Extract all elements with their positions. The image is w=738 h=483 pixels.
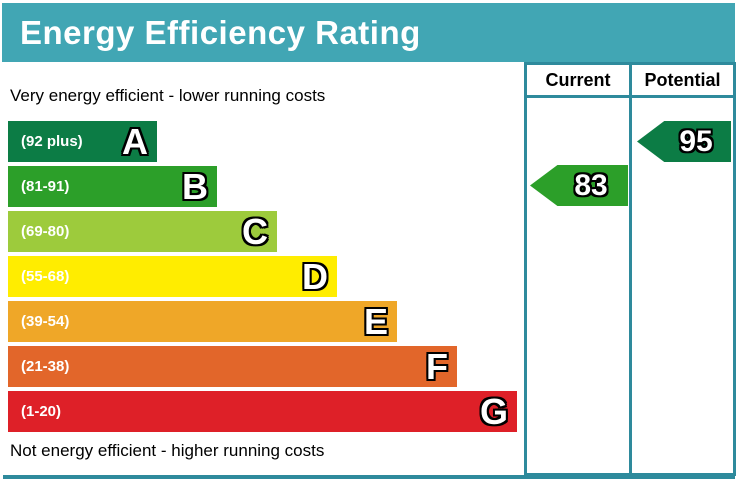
band-row-d: (55-68) D (8, 256, 337, 297)
band-range-label: (81-91) (21, 178, 70, 195)
band-range-label: (1-20) (21, 403, 62, 420)
page-title: Energy Efficiency Rating (20, 14, 421, 51)
title-bar: Energy Efficiency Rating (2, 3, 735, 62)
rating-bands: (92 plus) A (81-91) B (69-80) C (55-68) … (8, 121, 517, 436)
band-range-label: (92 plus) (21, 133, 83, 150)
potential-column-header: Potential (632, 65, 733, 98)
current-rating-value: 83 (574, 169, 608, 202)
potential-column: Potential (632, 65, 733, 473)
current-column-header: Current (527, 65, 629, 98)
band-letter: C (242, 211, 268, 252)
band-letter: E (363, 301, 388, 342)
band-row-a: (92 plus) A (8, 121, 157, 162)
note-very-efficient: Very energy efficient - lower running co… (10, 86, 326, 105)
band-row-c: (69-80) C (8, 211, 277, 252)
note-not-efficient: Not energy efficient - higher running co… (10, 441, 325, 460)
bottom-border-line (3, 475, 735, 479)
current-column: Current (527, 65, 632, 473)
band-range-label: (55-68) (21, 268, 70, 285)
band-letter: B (182, 166, 208, 207)
band-row-e: (39-54) E (8, 301, 397, 342)
band-letter: G (479, 391, 508, 432)
band-range-label: (69-80) (21, 223, 70, 240)
band-row-g: (1-20) G (8, 391, 517, 432)
band-row-f: (21-38) F (8, 346, 457, 387)
potential-rating-value: 95 (679, 125, 713, 158)
band-letter: D (302, 256, 328, 297)
band-range-label: (21-38) (21, 358, 70, 375)
band-range-label: (39-54) (21, 313, 70, 330)
band-letter: F (426, 346, 448, 387)
band-letter: A (122, 121, 148, 162)
band-row-b: (81-91) B (8, 166, 217, 207)
